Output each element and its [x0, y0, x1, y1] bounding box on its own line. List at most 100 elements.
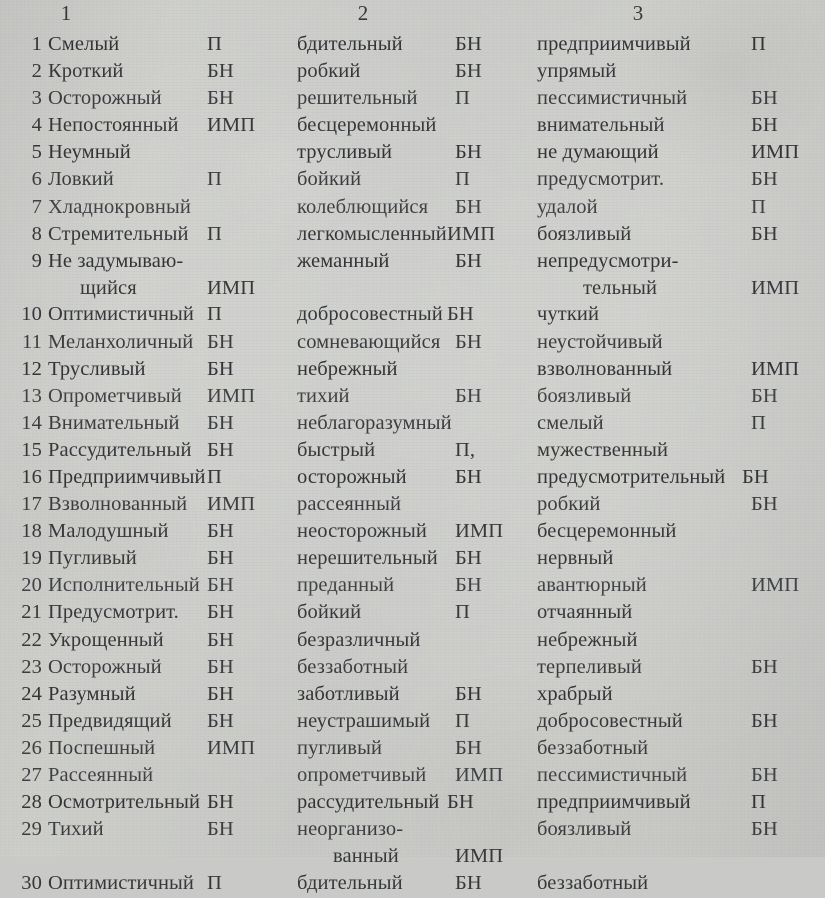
row-number: 7: [31, 195, 42, 218]
marker-col2: БН: [455, 330, 482, 353]
trait-col2: бдительный: [297, 33, 403, 55]
table-row: 22 Укрощенный БН безразличный небрежный: [0, 628, 825, 655]
marker-col2: БН: [447, 791, 474, 814]
column-header-1: 1: [60, 1, 72, 25]
trait-col1: Тихий: [48, 818, 104, 841]
trait-col1: Опрометчивый: [48, 384, 182, 407]
marker-col3: БН: [751, 818, 778, 841]
trait-col2: легкомысленный: [297, 222, 447, 245]
trait-col3: предусмотрительный: [537, 466, 726, 488]
trait-col2: неустрашимый: [297, 709, 431, 732]
trait-col2: рассеянный: [297, 493, 402, 516]
marker-col2: БН: [455, 574, 482, 597]
trait-col3: непредусмотри-: [537, 249, 679, 272]
row-number: 24: [21, 682, 42, 705]
trait-col3: боязливый: [537, 818, 632, 841]
trait-col2: преданный: [297, 574, 395, 597]
trait-col1: Укрощенный: [48, 628, 164, 651]
trait-col1: Не задумываю-: [48, 249, 184, 272]
trait-col2: нерешительный: [297, 547, 438, 570]
marker-col1: П: [207, 871, 222, 894]
trait-col3: предусмотрит.: [537, 168, 665, 191]
trait-col2: пугливый: [297, 736, 383, 759]
trait-col1: Внимательный: [48, 411, 180, 434]
row-number: 15: [21, 438, 42, 461]
marker-col1: БН: [207, 547, 234, 570]
marker-col3: БН: [751, 114, 778, 137]
trait-col1: Стремительный: [48, 222, 189, 245]
trait-col3: нервный: [537, 547, 614, 570]
row-number: 6: [31, 168, 42, 191]
trait-col2: опрометчивый: [297, 764, 427, 787]
row-number: 29: [21, 818, 42, 841]
trait-col1: Предвидящий: [48, 709, 172, 732]
marker-col3: ИМП: [751, 276, 800, 299]
column-header-3: 3: [632, 1, 644, 25]
marker-col2: БН: [455, 141, 482, 164]
marker-col3: БН: [751, 168, 778, 191]
marker-col2: П: [455, 601, 470, 624]
trait-col3: тельный: [583, 276, 658, 299]
trait-col3: небрежный: [537, 628, 638, 651]
table-row: 20 Исполнительный БН преданный БН авантюрный И…: [0, 573, 825, 600]
marker-col1: ИМП: [207, 114, 256, 137]
trait-col2: быстрый: [297, 438, 376, 461]
trait-col1: Оптимистичный: [48, 871, 195, 894]
row-number: 9: [31, 249, 42, 272]
trait-col1: Оптимистичный: [48, 303, 195, 326]
trait-col2: трусливый: [297, 141, 393, 164]
marker-col2: БН: [455, 60, 482, 83]
trait-col1: Неумный: [48, 141, 131, 164]
marker-col3: БН: [751, 222, 778, 245]
trait-col2: неблагоразумный: [297, 411, 452, 434]
table-row: ванный ИМП: [0, 844, 825, 871]
table-row: 19 Пугливый БН нерешительный БН нервный: [0, 546, 825, 573]
marker-col3: БН: [751, 384, 778, 407]
marker-col1: П: [207, 33, 222, 55]
trait-col1: Исполнительный: [48, 574, 200, 597]
marker-col3: ИМП: [751, 357, 800, 380]
trait-col2: заботливый: [297, 682, 400, 705]
trait-col3: упрямый: [537, 60, 617, 83]
trait-col2: осторожный: [297, 466, 407, 488]
table-row: 7 Хладнокровный колеблющийся БН удалой П: [0, 195, 825, 222]
marker-col1: БН: [207, 574, 234, 597]
marker-col1: БН: [207, 601, 234, 624]
trait-col3: предприимчивый: [537, 791, 691, 814]
trait-col2: бдительный: [297, 871, 403, 894]
trait-col1: Взволнованный: [48, 493, 188, 516]
marker-col2: ИМП: [455, 764, 504, 787]
trait-col1: Осмотрительный: [48, 791, 201, 814]
trait-col3: боязливый: [537, 384, 632, 407]
marker-col3: БН: [751, 655, 778, 678]
trait-col1: Трусливый: [48, 357, 146, 380]
trait-col3: смелый: [537, 411, 604, 434]
table-row: 4 Непостоянный ИМП бесцеремонный внимательны…: [0, 113, 825, 140]
trait-col3: беззаботный: [537, 871, 649, 894]
marker-col2: ИМП: [447, 222, 496, 245]
row-number: 14: [21, 411, 42, 434]
table-row: щийся ИМП тельный ИМП: [0, 276, 825, 303]
trait-col2: жеманный: [297, 249, 390, 272]
table-row: 28 Осмотрительный БН рассудительный БН предпр…: [0, 790, 825, 817]
trait-col2: тихий: [297, 384, 350, 407]
marker-col1: П: [207, 303, 222, 326]
trait-col3: терпеливый: [537, 655, 643, 678]
marker-col3: БН: [751, 709, 778, 732]
table-row: 23 Осторожный БН беззаботный терпеливый БН: [0, 655, 825, 682]
marker-col3: ИМП: [751, 574, 800, 597]
table-row: 17 Взволнованный ИМП рассеянный робкий БН: [0, 492, 825, 519]
trait-col3: беззаботный: [537, 736, 649, 759]
trait-col2: бойкий: [297, 601, 362, 624]
marker-col2: БН: [455, 249, 482, 272]
table-header-row: 1 2 3: [0, 0, 825, 32]
trait-col1: Поспешный: [48, 736, 156, 759]
marker-col1: ИМП: [207, 736, 256, 759]
marker-col2: БН: [455, 682, 482, 705]
row-number: 23: [21, 655, 42, 678]
row-number: 3: [31, 87, 42, 110]
trait-col1: Кроткий: [48, 60, 124, 83]
marker-col1: БН: [207, 520, 234, 543]
